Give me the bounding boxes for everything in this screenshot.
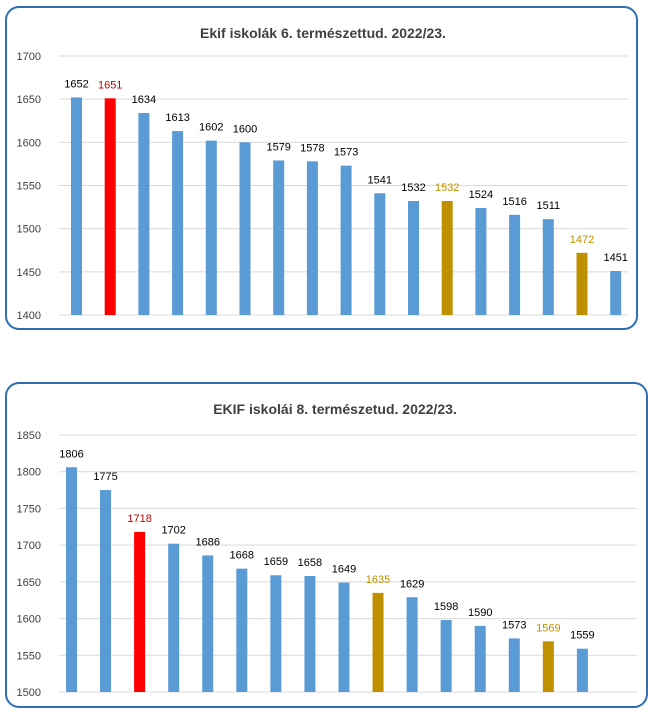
bar (406, 597, 418, 692)
data-label: 1702 (161, 525, 185, 537)
chart-title: Ekif iskolák 6. természettud. 2022/23. (200, 25, 446, 41)
bar (338, 582, 350, 692)
chart-title: EKIF iskolái 8. természetud. 2022/23. (213, 401, 457, 417)
bar (542, 641, 554, 692)
data-label: 1718 (127, 513, 151, 525)
data-label: 1532 (435, 182, 459, 194)
bar (576, 252, 588, 315)
chart-grade-8: EKIF iskolái 8. természetud. 2022/23. 15… (17, 401, 637, 699)
data-label: 1634 (132, 94, 156, 106)
chart-grade-6: Ekif iskolák 6. természettud. 2022/23. 1… (17, 25, 628, 322)
bar (270, 575, 282, 692)
data-label: 1649 (332, 564, 356, 576)
bar (475, 207, 487, 315)
bar (610, 270, 622, 315)
bar (71, 97, 82, 315)
bar (239, 142, 251, 315)
data-label: 1652 (64, 78, 88, 90)
data-label: 1524 (469, 189, 493, 201)
bar (340, 165, 352, 315)
chart-panel-grade-8: EKIF iskolái 8. természetud. 2022/23. 15… (5, 382, 648, 708)
data-label: 1532 (401, 182, 425, 194)
data-label: 1511 (536, 200, 560, 212)
data-label: 1635 (366, 574, 390, 586)
data-label: 1775 (93, 471, 117, 483)
data-label: 1579 (266, 141, 290, 153)
data-label: 1600 (233, 123, 257, 135)
bar (134, 531, 146, 692)
bar (440, 620, 452, 692)
data-label: 1516 (502, 196, 526, 208)
bar (273, 160, 285, 315)
data-label: 1806 (59, 448, 83, 460)
bar (576, 648, 588, 692)
data-label: 1451 (603, 252, 627, 264)
bar (205, 140, 217, 315)
bar (474, 625, 486, 692)
chart-panel-grade-6: Ekif iskolák 6. természettud. 2022/23. 1… (5, 6, 638, 330)
y-tick-label: 1550 (17, 181, 41, 193)
bar (202, 555, 214, 692)
data-label: 1602 (199, 122, 223, 134)
y-tick-label: 1450 (17, 267, 41, 279)
data-label: 1668 (230, 550, 254, 562)
bar (100, 490, 112, 692)
bar (408, 201, 419, 315)
y-tick-label: 1600 (17, 137, 41, 149)
bar (138, 112, 150, 315)
bar (509, 214, 521, 315)
bar (372, 592, 384, 692)
data-label: 1686 (195, 536, 219, 548)
data-label: 1559 (570, 630, 594, 642)
bar (66, 467, 77, 692)
data-label: 1613 (165, 112, 189, 124)
data-label: 1578 (300, 142, 324, 154)
y-tick-label: 1750 (17, 503, 41, 515)
y-tick-label: 1500 (17, 224, 41, 236)
y-tick-label: 1500 (17, 687, 41, 699)
y-tick-label: 1600 (17, 614, 41, 626)
bar (441, 201, 453, 315)
data-label: 1659 (264, 556, 288, 568)
y-tick-label: 1850 (17, 430, 41, 442)
y-tick-label: 1800 (17, 467, 41, 479)
bar (508, 638, 520, 692)
bar (374, 193, 386, 315)
data-label: 1569 (536, 622, 560, 634)
data-label: 1590 (468, 607, 492, 619)
y-tick-label: 1650 (17, 577, 41, 589)
bar (306, 161, 318, 315)
y-tick-label: 1400 (17, 310, 41, 322)
bar (104, 98, 116, 315)
y-tick-label: 1700 (17, 51, 41, 63)
bar (304, 575, 316, 692)
data-label: 1573 (502, 619, 526, 631)
data-label: 1598 (434, 601, 458, 613)
y-tick-label: 1650 (17, 94, 41, 106)
data-label: 1658 (298, 557, 322, 569)
data-label: 1651 (98, 79, 122, 91)
data-label: 1629 (400, 578, 424, 590)
bar (542, 219, 554, 315)
data-label: 1541 (368, 174, 392, 186)
bar (236, 568, 248, 692)
bar (168, 543, 180, 692)
data-label: 1472 (570, 234, 594, 246)
data-label: 1573 (334, 147, 358, 159)
y-tick-label: 1700 (17, 540, 41, 552)
bar (172, 131, 184, 315)
y-tick-label: 1550 (17, 650, 41, 662)
